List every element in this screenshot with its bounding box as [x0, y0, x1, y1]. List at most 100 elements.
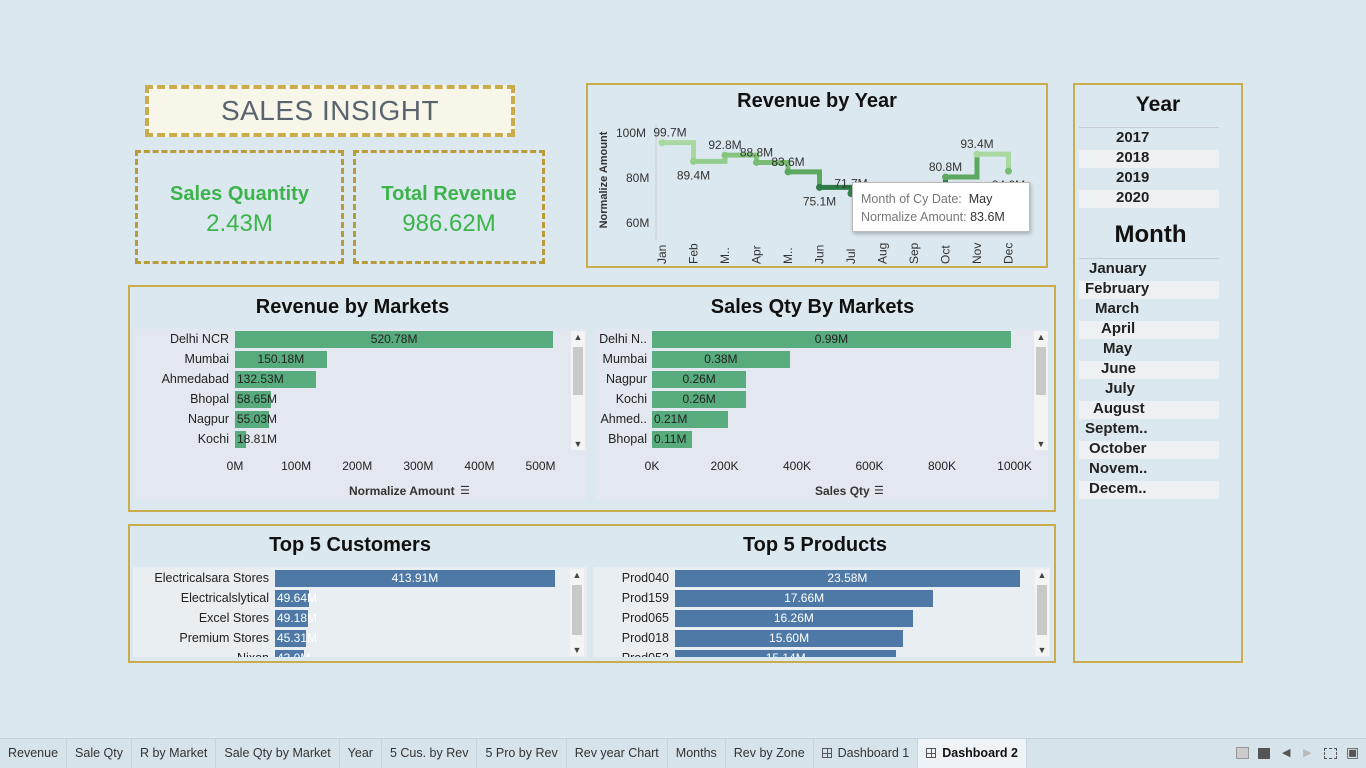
scroll-up-icon[interactable]: ▲ — [1036, 332, 1046, 342]
bar-category-label: Nagpur — [606, 372, 647, 386]
next-sheet-icon[interactable]: ▶ — [1303, 747, 1312, 759]
top5-customers-chart[interactable]: Electricalsara Stores 413.91M Electricalsl… — [133, 567, 587, 657]
bar[interactable] — [675, 590, 934, 607]
line-point[interactable] — [784, 168, 792, 176]
sheet-tab[interactable]: Sale Qty by Market — [216, 739, 340, 768]
scroll-down-icon[interactable]: ▼ — [572, 645, 582, 655]
bar[interactable] — [275, 590, 309, 607]
line-segment[interactable] — [662, 140, 696, 162]
scroll-up-icon[interactable]: ▲ — [572, 570, 582, 580]
line-point[interactable] — [1005, 167, 1012, 175]
qty-market-scrollbar[interactable]: ▲ ▼ — [1034, 331, 1048, 450]
scroll-down-icon[interactable]: ▼ — [1036, 439, 1046, 449]
sheet-tab-label: R by Market — [139, 746, 208, 760]
month-filter-item[interactable]: June — [1101, 360, 1137, 377]
sheet-tab[interactable]: 5 Pro by Rev — [477, 739, 567, 768]
sheet-tab[interactable]: Sale Qty — [67, 739, 132, 768]
sheet-tab[interactable]: Dashboard 2 — [918, 739, 1027, 768]
top5-customers-scrollbar[interactable]: ▲ ▼ — [570, 569, 584, 656]
scroll-up-icon[interactable]: ▲ — [1037, 570, 1047, 580]
month-filter-item[interactable]: April — [1101, 320, 1136, 337]
bar[interactable] — [235, 351, 327, 368]
line-segment[interactable] — [693, 155, 728, 164]
sheet-tab[interactable]: Rev by Zone — [726, 739, 814, 768]
month-filter-item[interactable]: July — [1105, 380, 1136, 397]
fullscreen-icon[interactable] — [1324, 748, 1337, 759]
bar[interactable] — [275, 630, 306, 647]
bar[interactable] — [652, 391, 747, 408]
line-point[interactable] — [690, 157, 697, 165]
month-filter-item[interactable]: August — [1093, 400, 1145, 417]
prev-sheet-icon[interactable]: ◀ — [1282, 747, 1291, 759]
line-point[interactable] — [973, 150, 981, 158]
year-filter-item[interactable]: 2018 — [1116, 149, 1150, 166]
revenue-by-year-chart[interactable]: 99.7M89.4M92.8M88.8M83.6M75.1M71.7M80.8M… — [590, 120, 1045, 266]
sheet-tab[interactable]: R by Market — [132, 739, 217, 768]
sheet-tab[interactable]: Revenue — [0, 739, 68, 768]
sheet-tab[interactable]: Dashboard 1 — [814, 739, 919, 768]
bar[interactable] — [652, 371, 747, 388]
bar[interactable] — [235, 371, 316, 388]
year-filter-item[interactable]: 2019 — [1116, 169, 1150, 186]
scroll-down-icon[interactable]: ▼ — [1037, 645, 1047, 655]
month-filter-item[interactable]: Septem.. — [1085, 420, 1148, 437]
bar[interactable] — [275, 610, 309, 627]
scroll-thumb[interactable] — [572, 585, 582, 635]
month-filter-item[interactable]: May — [1103, 340, 1133, 357]
line-segment[interactable] — [977, 151, 1011, 172]
line-point[interactable] — [816, 183, 823, 191]
line-point[interactable] — [658, 139, 666, 147]
bar[interactable] — [675, 610, 913, 627]
bar[interactable] — [652, 331, 1011, 348]
scroll-thumb[interactable] — [1036, 347, 1046, 395]
month-filter-item[interactable]: Novem.. — [1089, 460, 1148, 477]
bar[interactable] — [652, 411, 729, 428]
sheet-tab[interactable]: 5 Cus. by Rev — [382, 739, 478, 768]
bar[interactable] — [675, 630, 904, 647]
line-point[interactable] — [721, 151, 729, 159]
top5-products-chart[interactable]: Prod040 23.58M Prod159 17.66M Prod065 16.26M P… — [594, 567, 1050, 657]
month-filter-item[interactable]: February — [1085, 280, 1150, 297]
bar-category-label: Prod018 — [621, 631, 669, 645]
bar[interactable] — [235, 391, 271, 408]
bar-value-label: 0.99M — [814, 332, 849, 346]
present-icon[interactable]: ▣ — [1346, 744, 1360, 760]
filmstrip-view-icon[interactable] — [1258, 748, 1270, 759]
bar[interactable] — [275, 570, 555, 587]
line-segment[interactable] — [945, 154, 980, 180]
sheet-tab[interactable]: Rev year Chart — [567, 739, 668, 768]
top5-products-scrollbar[interactable]: ▲ ▼ — [1035, 569, 1049, 656]
bar[interactable] — [235, 411, 269, 428]
bar[interactable] — [675, 650, 897, 657]
sheet-tab[interactable]: Year — [340, 739, 382, 768]
line-point[interactable] — [753, 158, 760, 166]
bar[interactable] — [675, 570, 1020, 587]
point-value-label: 93.4M — [960, 137, 993, 151]
scroll-up-icon[interactable]: ▲ — [573, 332, 583, 342]
bar[interactable] — [235, 431, 247, 448]
filter-row-bg — [1079, 150, 1219, 168]
bar-category-label: Bhopal — [190, 392, 229, 406]
grid-view-icon[interactable] — [1236, 747, 1249, 759]
year-filter-item[interactable]: 2020 — [1116, 189, 1150, 206]
sheet-tab[interactable]: Months — [668, 739, 726, 768]
scroll-thumb[interactable] — [1037, 585, 1047, 635]
month-filter-item[interactable]: January — [1089, 260, 1147, 277]
month-filter-item[interactable]: October — [1089, 440, 1147, 457]
rev-market-scrollbar[interactable]: ▲ ▼ — [571, 331, 585, 450]
month-filter-item[interactable]: Decem.. — [1089, 480, 1147, 497]
year-filter-item[interactable]: 2017 — [1116, 129, 1150, 146]
filter-row-bg — [1079, 401, 1219, 419]
scroll-thumb[interactable] — [573, 347, 583, 395]
bar[interactable] — [652, 431, 692, 448]
month-filter-item[interactable]: March — [1095, 300, 1140, 317]
bar[interactable] — [235, 331, 554, 348]
bar-category-label: Electricalsara Stores — [154, 571, 269, 585]
bar[interactable] — [652, 351, 790, 368]
sort-icon[interactable]: ☰ — [460, 485, 470, 497]
line-segment[interactable] — [788, 169, 822, 188]
scroll-down-icon[interactable]: ▼ — [573, 439, 583, 449]
line-point[interactable] — [942, 173, 949, 181]
bar[interactable] — [275, 650, 305, 657]
sort-icon[interactable]: ☰ — [874, 485, 884, 497]
